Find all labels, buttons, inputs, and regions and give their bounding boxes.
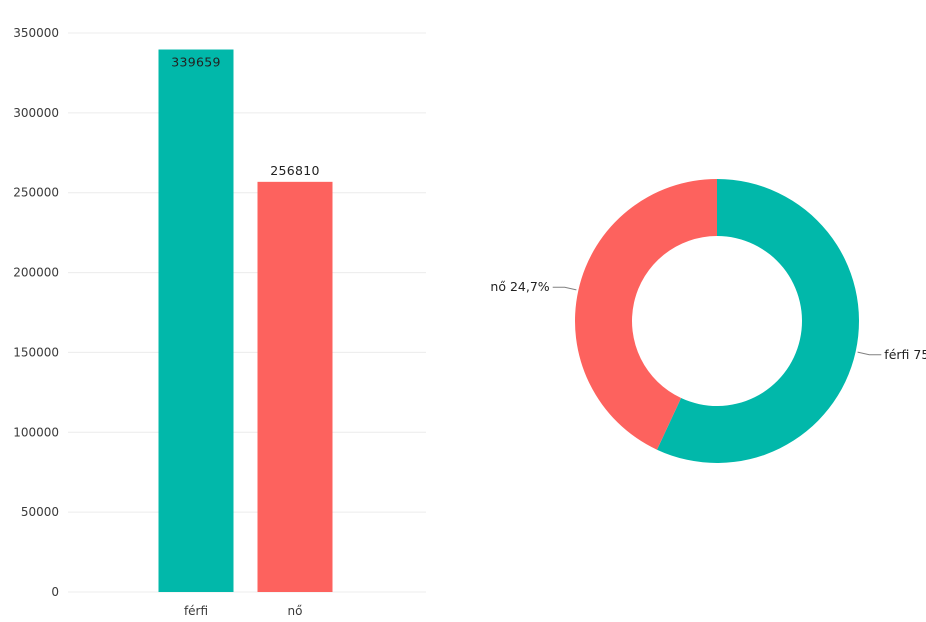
y-tick-label: 50000	[21, 505, 59, 519]
donut-slice-labels: férfi 75,3% nő 24,7%	[490, 279, 926, 362]
donut-leader-lines	[552, 286, 882, 356]
y-tick-label: 100000	[13, 425, 59, 439]
x-tick-label: férfi	[184, 604, 208, 618]
bar-x-axis: férfi nő	[184, 604, 303, 618]
y-tick-label: 200000	[13, 266, 59, 280]
donut-slices	[574, 178, 859, 463]
bar-no	[257, 181, 333, 592]
bar-gridlines	[68, 32, 426, 593]
donut-chart: férfi 75,3% nő 24,7%	[490, 178, 926, 463]
bar-data-label: 339659	[171, 55, 221, 70]
y-tick-label: 350000	[13, 26, 59, 40]
donut-slice-label: nő 24,7%	[490, 279, 549, 294]
bar-data-labels: 339659 256810	[171, 55, 320, 178]
bar-y-axis: 0 50000 100000 150000 200000 250000 300000 3500…	[13, 26, 59, 599]
leader-line	[552, 286, 577, 291]
x-tick-label: nő	[288, 604, 303, 618]
bar-ferfi	[158, 49, 234, 593]
donut-slice-no	[574, 178, 717, 450]
y-tick-label: 250000	[13, 186, 59, 200]
bar-data-label: 256810	[270, 163, 320, 178]
leader-line	[857, 351, 882, 356]
bar-series	[158, 49, 333, 593]
bar-chart: 0 50000 100000 150000 200000 250000 300000 3500…	[13, 26, 426, 618]
y-tick-label: 0	[51, 585, 59, 599]
donut-slice-label: férfi 75,3%	[884, 347, 926, 362]
y-tick-label: 150000	[13, 345, 59, 359]
donut-slice-ferfi	[656, 179, 859, 463]
y-tick-label: 300000	[13, 106, 59, 120]
